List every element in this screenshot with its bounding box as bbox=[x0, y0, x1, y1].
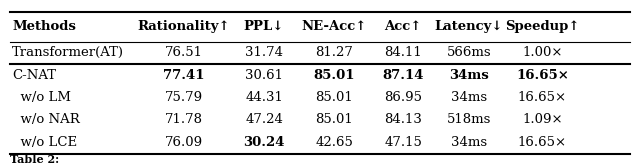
Text: 85.01: 85.01 bbox=[316, 113, 353, 126]
Text: Acc↑: Acc↑ bbox=[385, 20, 422, 33]
Text: 81.27: 81.27 bbox=[316, 46, 353, 59]
Text: 566ms: 566ms bbox=[447, 46, 491, 59]
Text: 16.65×: 16.65× bbox=[518, 136, 567, 149]
Text: 75.79: 75.79 bbox=[165, 91, 203, 104]
Text: 47.24: 47.24 bbox=[245, 113, 283, 126]
Text: Transformer(AT): Transformer(AT) bbox=[12, 46, 124, 59]
Text: Latency↓: Latency↓ bbox=[435, 20, 503, 33]
Text: 42.65: 42.65 bbox=[316, 136, 353, 149]
Text: 85.01: 85.01 bbox=[316, 91, 353, 104]
Text: 34ms: 34ms bbox=[451, 91, 487, 104]
Text: 71.78: 71.78 bbox=[165, 113, 203, 126]
Text: 1.00×: 1.00× bbox=[522, 46, 563, 59]
Text: 76.09: 76.09 bbox=[165, 136, 203, 149]
Text: Speedup↑: Speedup↑ bbox=[505, 20, 580, 33]
Text: 16.65×: 16.65× bbox=[516, 69, 569, 82]
Text: 1.09×: 1.09× bbox=[522, 113, 563, 126]
Text: C-NAT: C-NAT bbox=[12, 69, 56, 82]
Text: 84.13: 84.13 bbox=[384, 113, 422, 126]
Text: w/o LM: w/o LM bbox=[12, 91, 71, 104]
Text: 31.74: 31.74 bbox=[245, 46, 283, 59]
Text: 30.61: 30.61 bbox=[245, 69, 283, 82]
Text: 30.24: 30.24 bbox=[243, 136, 285, 149]
Text: 47.15: 47.15 bbox=[384, 136, 422, 149]
Text: w/o LCE: w/o LCE bbox=[12, 136, 77, 149]
Text: 44.31: 44.31 bbox=[245, 91, 283, 104]
Text: 76.51: 76.51 bbox=[165, 46, 203, 59]
Text: 85.01: 85.01 bbox=[314, 69, 355, 82]
Text: 34ms: 34ms bbox=[451, 136, 487, 149]
Text: 16.65×: 16.65× bbox=[518, 91, 567, 104]
Text: 84.11: 84.11 bbox=[385, 46, 422, 59]
Text: 86.95: 86.95 bbox=[384, 91, 422, 104]
Text: NE-Acc↑: NE-Acc↑ bbox=[301, 20, 367, 33]
Text: 87.14: 87.14 bbox=[383, 69, 424, 82]
Text: 518ms: 518ms bbox=[447, 113, 491, 126]
Text: 34ms: 34ms bbox=[449, 69, 489, 82]
Text: w/o NAR: w/o NAR bbox=[12, 113, 80, 126]
Text: Table 2:: Table 2: bbox=[10, 154, 59, 165]
Text: Rationality↑: Rationality↑ bbox=[138, 20, 230, 33]
Text: PPL↓: PPL↓ bbox=[244, 20, 284, 33]
Text: 77.41: 77.41 bbox=[163, 69, 205, 82]
Text: Methods: Methods bbox=[12, 20, 76, 33]
